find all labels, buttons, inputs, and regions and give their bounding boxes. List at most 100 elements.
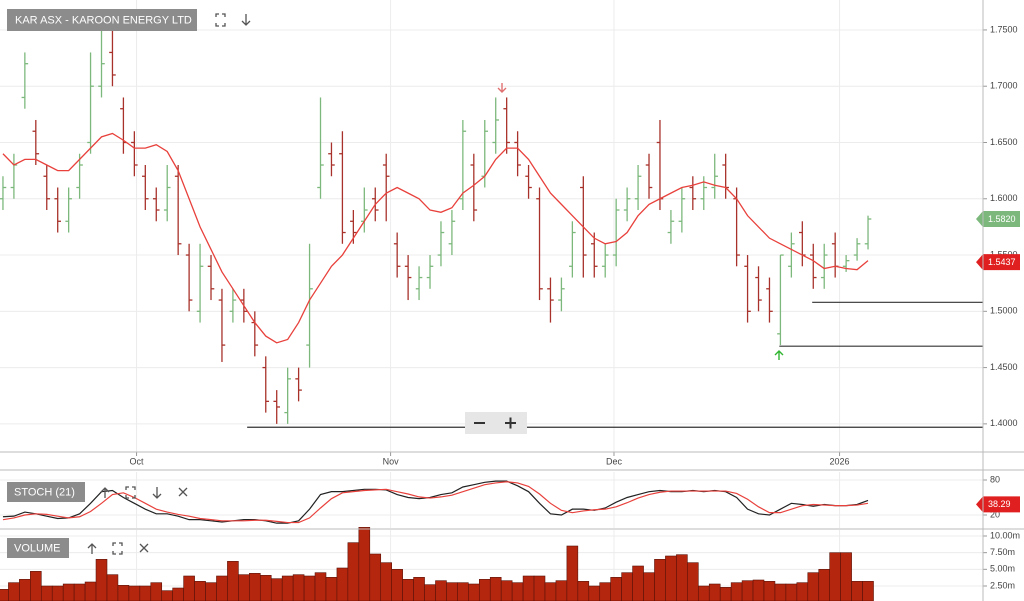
x-tick-label: Oct [130, 456, 145, 466]
ma-price-label: 1.5437 [988, 257, 1016, 267]
volume-bar [818, 569, 830, 601]
volume-bar [478, 579, 491, 601]
y-tick-label: 1.7000 [990, 81, 1018, 91]
volume-bar [51, 585, 64, 601]
stoch-value-tag [976, 496, 1020, 513]
zoom-control[interactable] [465, 412, 527, 434]
volume-bar [336, 567, 349, 601]
y-tick-label: 7.50m [990, 547, 1015, 557]
y-tick-label: 20 [990, 509, 1000, 519]
y-tick-label: 1.6000 [990, 193, 1018, 203]
y-tick-label: 1.5000 [990, 306, 1018, 316]
y-tick-label: 80 [990, 474, 1000, 484]
volume-bar [555, 580, 568, 601]
volume-bar [785, 583, 798, 601]
volume-bar [424, 584, 436, 601]
volume-bar [665, 555, 677, 601]
volume-bar [807, 572, 820, 601]
volume-bar [314, 572, 327, 601]
volume-bar [511, 582, 524, 601]
volume-bar [40, 585, 53, 601]
volume-bar [227, 561, 239, 601]
close-icon[interactable] [139, 543, 149, 553]
volume-bar [862, 581, 874, 601]
volume-bar [446, 582, 458, 601]
chart-title: KAR ASX - KAROON ENERGY LTD [15, 14, 192, 26]
volume-bar [599, 582, 611, 601]
volume-bar [8, 582, 20, 601]
volume-bar [774, 583, 787, 601]
volume-bar [238, 574, 250, 601]
title-box [7, 482, 85, 502]
volume-bar [139, 585, 152, 601]
close-icon[interactable] [178, 487, 188, 497]
y-tick-label: 1.6500 [990, 137, 1018, 147]
volume-bar [150, 582, 163, 601]
volume-bar [0, 589, 9, 601]
volume-bar [358, 527, 371, 601]
download-icon[interactable] [241, 14, 251, 26]
toolbar[interactable] [215, 13, 251, 27]
volume-bar [533, 575, 546, 601]
x-tick-label: Dec [606, 456, 623, 466]
volume-bar [117, 585, 130, 601]
volume-bar [500, 580, 513, 601]
volume-bar [413, 577, 425, 601]
zoom-icons[interactable] [474, 417, 516, 429]
volume-bar [172, 587, 184, 601]
up-icon[interactable] [87, 543, 97, 554]
volume-bar [73, 583, 86, 601]
stoch-line [2, 481, 869, 524]
up-icon[interactable] [100, 487, 110, 498]
volume-bar [741, 580, 754, 601]
ma-price-tag [976, 254, 1020, 271]
panel-title: VOLUME [14, 542, 60, 554]
volume-bar [708, 583, 721, 601]
volume-bar [369, 553, 382, 601]
volume-bar [292, 574, 305, 601]
volume-bar [19, 579, 31, 601]
expand-icon[interactable] [215, 13, 226, 27]
volume-bar [577, 581, 590, 601]
volume-bar [796, 582, 809, 601]
volume-bar [84, 581, 97, 601]
volume-bar [457, 582, 469, 601]
x-tick-label: 2026 [830, 456, 850, 466]
volume-bar [183, 575, 195, 601]
volume-bar [566, 545, 579, 601]
volume-bar [643, 572, 655, 601]
toolbar[interactable] [100, 486, 188, 499]
volume-bar [544, 582, 557, 601]
y-tick-label: 1.7500 [990, 24, 1018, 34]
down-icon[interactable] [152, 487, 162, 499]
volume-bar [281, 575, 294, 601]
volume-bar [380, 562, 392, 601]
volume-bar [829, 552, 841, 601]
y-tick-label: 1.4500 [990, 362, 1018, 372]
volume-bar [106, 574, 119, 601]
volume-bar [30, 571, 42, 601]
y-tick-label: 10.00m [990, 530, 1020, 540]
volume-bar [391, 569, 403, 601]
volume-bar [676, 554, 688, 601]
volume-bar [621, 572, 633, 601]
volume-bar [588, 585, 601, 601]
volume-bar [687, 562, 699, 601]
volume-bar [216, 575, 228, 601]
expand-icon[interactable] [125, 486, 136, 499]
x-tick-label: Nov [383, 456, 400, 466]
panel-title: STOCH (21) [14, 486, 75, 498]
expand-icon[interactable] [112, 542, 123, 555]
volume-bar [468, 583, 480, 601]
last-price-label: 1.5820 [988, 214, 1016, 224]
volume-bar [249, 573, 261, 601]
volume-bar [489, 577, 502, 601]
volume-bar [763, 581, 776, 601]
volume-bar [270, 578, 283, 601]
toolbar[interactable] [87, 542, 149, 555]
volume-bar [259, 575, 272, 601]
volume-bar [730, 582, 743, 601]
volume-bar [697, 585, 710, 601]
volume-bar [610, 577, 622, 601]
